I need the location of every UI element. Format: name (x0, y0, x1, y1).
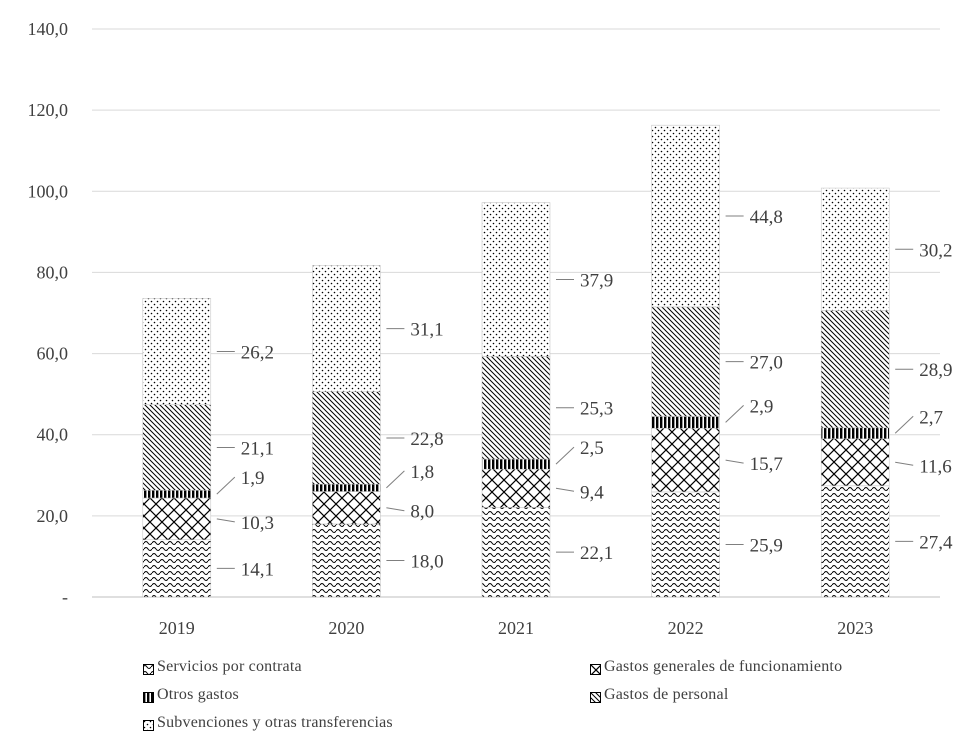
bar-segment-waves-2023 (820, 485, 890, 598)
y-axis: - 20,0 40,0 60,0 80,0 100,0 120,0 140,0 (28, 19, 69, 607)
data-label: 30,2 (919, 240, 952, 261)
bar-segment-crosshatch-2021 (481, 468, 551, 508)
data-label: 27,4 (919, 532, 953, 553)
bar-segment-vertical-2020 (312, 483, 381, 492)
bar-segment-diagonal-2020 (312, 391, 381, 485)
data-label: 25,9 (750, 535, 783, 556)
data-label: 21,1 (241, 438, 274, 459)
bar-segment-vertical-2021 (481, 458, 551, 470)
leader-line (895, 461, 914, 466)
leader-line (386, 507, 405, 512)
bar-segment-crosshatch-2020 (312, 491, 381, 525)
data-label: 8,0 (410, 502, 434, 523)
bar-segment-vertical-2023 (820, 427, 890, 440)
bar-segment-waves-2019 (142, 539, 212, 598)
bar-segment-dots-2023 (820, 187, 890, 311)
data-label: 37,9 (580, 271, 613, 292)
data-label: 1,8 (410, 462, 434, 483)
x-axis: 2019 2020 2021 2022 2023 (159, 618, 873, 638)
leader-line (894, 415, 914, 434)
data-label: 44,8 (750, 207, 783, 228)
data-label: 26,2 (241, 343, 274, 364)
bar-segment-vertical-2022 (651, 416, 720, 429)
leader-line (386, 470, 405, 489)
leader-line (555, 446, 575, 465)
bar-segment-crosshatch-2019 (142, 497, 212, 541)
x-tick-label: 2021 (498, 618, 534, 638)
data-label: 15,7 (750, 454, 783, 475)
data-label: 14,1 (241, 559, 274, 580)
bar-segment-dots-2022 (651, 124, 720, 308)
data-label: 9,4 (580, 482, 604, 503)
x-tick-label: 2019 (159, 618, 195, 638)
data-label: 28,9 (919, 360, 952, 381)
data-label: 22,8 (410, 429, 443, 450)
x-tick-label: 2023 (837, 618, 873, 638)
x-tick-label: 2022 (668, 618, 704, 638)
data-label: 18,0 (410, 551, 443, 572)
y-tick-label: 100,0 (28, 181, 69, 201)
data-label: 27,0 (750, 353, 783, 374)
leader-line (216, 476, 236, 495)
data-label: 2,5 (580, 438, 604, 459)
data-label: 31,1 (410, 320, 443, 341)
data-label: 2,9 (750, 396, 774, 417)
y-tick-label: - (62, 587, 68, 607)
leader-line (216, 518, 235, 523)
y-tick-label: 60,0 (37, 344, 69, 364)
y-tick-label: 120,0 (28, 100, 69, 120)
leader-line (555, 487, 575, 492)
bar-segment-waves-2021 (481, 507, 551, 598)
data-label: 11,6 (919, 456, 952, 477)
data-label: 2,7 (919, 407, 943, 428)
data-label: 25,3 (580, 399, 613, 420)
y-tick-label: 140,0 (28, 19, 69, 39)
bar-segment-waves-2022 (651, 491, 720, 598)
bar-segment-diagonal-2022 (651, 306, 720, 417)
y-tick-label: 80,0 (37, 262, 69, 282)
bar-segment-diagonal-2019 (142, 404, 212, 491)
data-label: 10,3 (241, 513, 274, 534)
data-label: 22,1 (580, 543, 613, 564)
bar-segment-diagonal-2021 (481, 356, 551, 460)
y-tick-label: 40,0 (37, 425, 69, 445)
bars (142, 124, 890, 598)
y-tick-label: 20,0 (37, 506, 69, 526)
data-label: 1,9 (241, 468, 265, 489)
bar-segment-dots-2021 (481, 202, 551, 357)
bar-segment-waves-2020 (312, 523, 381, 598)
bar-segment-dots-2020 (312, 265, 381, 392)
data-labels: 14,1 10,3 1,9 21,1 26,2 18,0 8,0 1,8 22,8 31,1 22,… (216, 207, 953, 580)
leader-line (725, 459, 744, 464)
bar-segment-crosshatch-2022 (651, 427, 720, 493)
leader-line (725, 404, 744, 423)
bar-segment-dots-2019 (142, 298, 212, 405)
bar-segment-diagonal-2023 (820, 310, 890, 429)
x-tick-label: 2020 (328, 618, 364, 638)
bar-segment-vertical-2019 (142, 490, 212, 499)
bar-segment-crosshatch-2023 (820, 438, 890, 487)
